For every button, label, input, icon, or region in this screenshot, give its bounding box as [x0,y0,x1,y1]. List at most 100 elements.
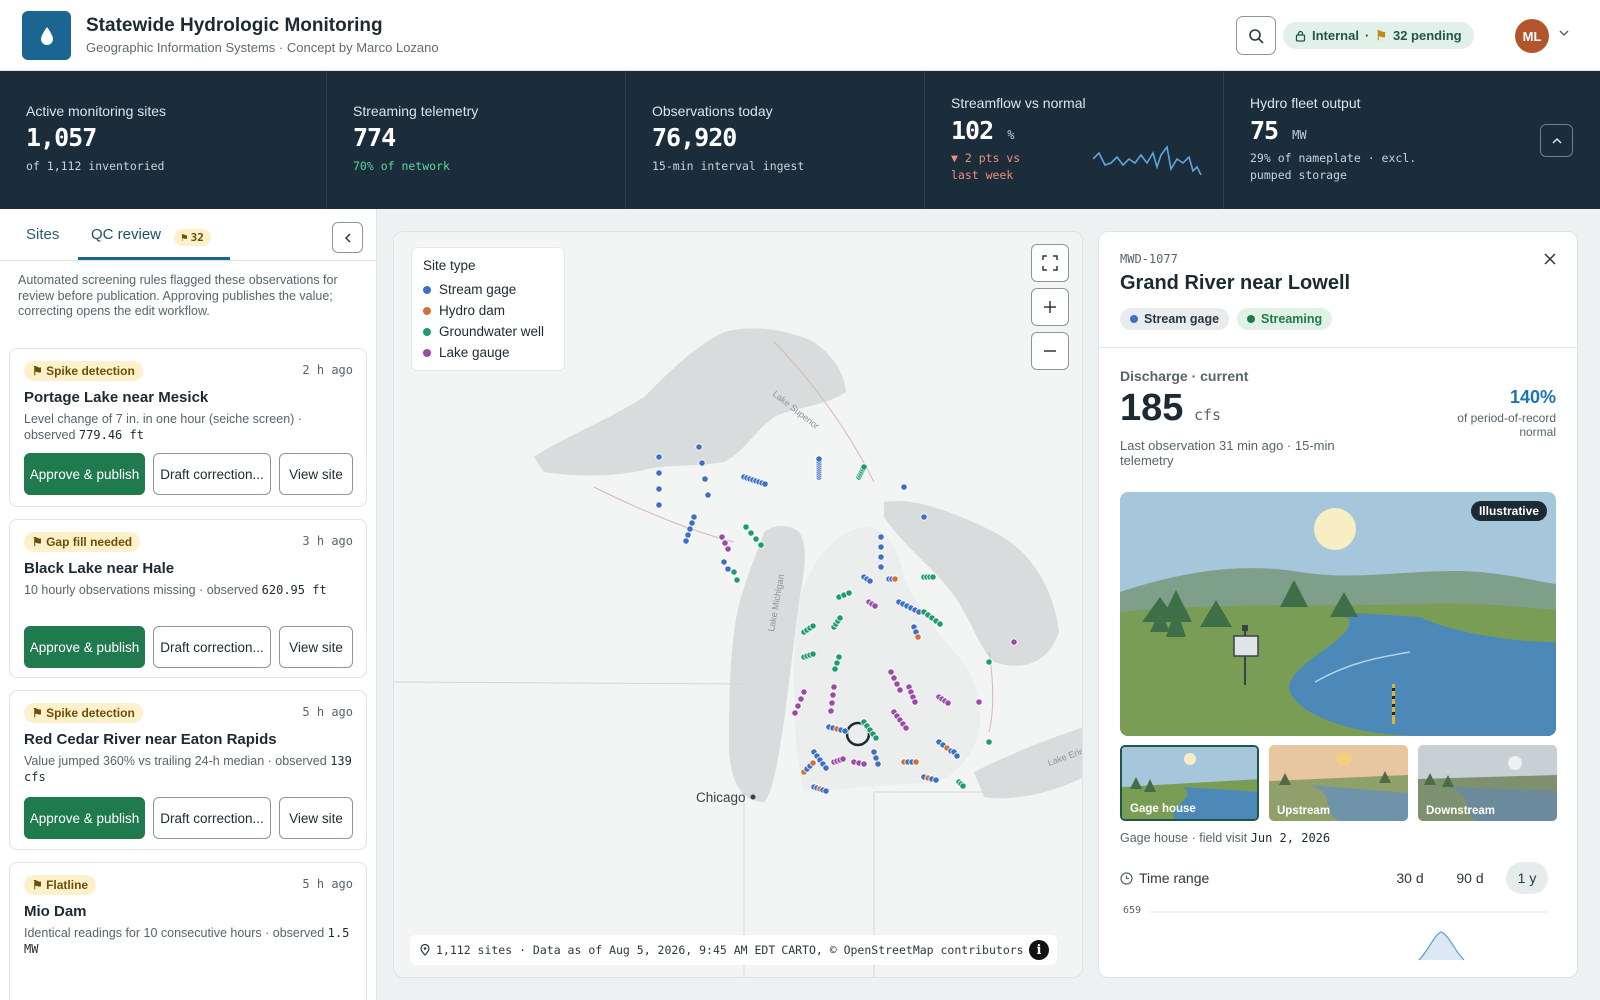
site-marker[interactable] [911,698,919,706]
site-marker[interactable] [655,469,663,477]
site-marker[interactable] [757,541,765,549]
draft-correction-button[interactable]: Draft correction... [153,453,271,495]
tab-qc-review[interactable]: QC review [91,226,162,243]
site-marker[interactable] [896,686,904,694]
collapse-kpis-button[interactable] [1540,124,1573,157]
site-marker[interactable] [929,573,937,581]
site-marker[interactable] [975,698,983,706]
site-marker[interactable] [688,519,696,527]
site-marker[interactable] [704,491,712,499]
thumb-gage-house[interactable]: Gage house [1120,745,1259,821]
site-marker[interactable] [686,525,694,533]
selected-site-ring[interactable] [845,721,871,747]
site-marker[interactable] [742,523,750,531]
site-marker[interactable] [830,683,838,691]
site-marker[interactable] [870,748,878,756]
site-marker[interactable] [914,633,922,641]
site-marker[interactable] [841,727,849,735]
draft-correction-button[interactable]: Draft correction... [153,626,271,668]
site-marker[interactable] [721,539,729,547]
site-marker[interactable] [872,734,880,742]
site-marker[interactable] [695,443,703,451]
site-marker[interactable] [655,453,663,461]
site-marker[interactable] [877,533,885,541]
site-marker[interactable] [900,483,908,491]
site-marker[interactable] [893,680,901,688]
site-marker[interactable] [932,776,940,784]
site-marker[interactable] [835,653,843,661]
site-marker[interactable] [936,620,944,628]
site-marker[interactable] [809,650,817,658]
draft-correction-button[interactable]: Draft correction... [153,797,271,839]
site-marker[interactable] [797,695,805,703]
site-marker[interactable] [690,513,698,521]
approve-publish-button[interactable]: Approve & publish [24,797,145,839]
close-icon[interactable] [1544,252,1556,270]
site-marker[interactable] [701,475,709,483]
site-marker[interactable] [829,691,837,699]
site-marker[interactable] [718,533,726,541]
site-marker[interactable] [944,699,952,707]
site-marker[interactable] [815,455,823,463]
site-marker[interactable] [874,760,882,768]
site-marker[interactable] [1010,638,1018,646]
site-marker[interactable] [733,576,741,584]
site-marker[interactable] [877,543,885,551]
site-marker[interactable] [845,589,853,597]
site-marker[interactable] [724,565,732,573]
user-avatar[interactable]: ML [1515,19,1549,53]
site-marker[interactable] [959,782,967,790]
site-marker[interactable] [920,513,928,521]
site-marker[interactable] [872,754,880,762]
fullscreen-button[interactable] [1031,244,1069,282]
site-marker[interactable] [985,738,993,746]
view-site-button[interactable]: View site [279,797,353,839]
zoom-out-button[interactable] [1031,332,1069,370]
site-marker[interactable] [655,485,663,493]
thumb-downstream[interactable]: Downstream [1418,745,1557,821]
site-marker[interactable] [800,688,808,696]
site-marker[interactable] [752,535,760,543]
site-marker[interactable] [684,531,692,539]
site-marker[interactable] [866,577,874,585]
site-marker[interactable] [891,575,899,583]
site-marker[interactable] [698,459,706,467]
site-marker[interactable] [724,545,732,553]
approve-publish-button[interactable]: Approve & publish [24,626,145,668]
site-marker[interactable] [877,563,885,571]
thumb-upstream[interactable]: Upstream [1269,745,1408,821]
site-marker[interactable] [912,758,920,766]
site-marker[interactable] [747,529,755,537]
site-marker[interactable] [822,764,830,772]
site-marker[interactable] [720,558,728,566]
site-marker[interactable] [902,724,910,732]
search-button[interactable] [1236,16,1276,55]
site-marker[interactable] [953,752,961,760]
site-marker[interactable] [828,699,836,707]
site-marker[interactable] [890,674,898,682]
tab-sites[interactable]: Sites [26,226,60,243]
view-site-button[interactable]: View site [279,626,353,668]
site-marker[interactable] [831,665,839,673]
site-marker[interactable] [809,759,817,767]
site-marker[interactable] [833,659,841,667]
view-site-button[interactable]: View site [279,453,353,495]
site-marker[interactable] [827,707,835,715]
collapse-panel-button[interactable] [332,222,363,253]
site-marker[interactable] [809,622,817,630]
site-marker[interactable] [887,668,895,676]
site-marker[interactable] [791,709,799,717]
site-marker[interactable] [730,568,738,576]
status-pill[interactable]: Internal · ⚑ 32 pending [1283,22,1474,49]
range-30d-button[interactable]: 30 d [1396,870,1424,886]
zoom-in-button[interactable] [1031,288,1069,326]
site-marker[interactable] [682,537,690,545]
info-icon[interactable]: i [1029,940,1049,960]
site-marker[interactable] [822,787,830,795]
site-marker[interactable] [985,658,993,666]
site-marker[interactable] [655,501,663,509]
site-marker[interactable] [836,614,844,622]
site-map[interactable]: Lake Superior Lake Michigan Lake Erie Ch… [393,231,1083,978]
site-marker[interactable] [860,463,868,471]
approve-publish-button[interactable]: Approve & publish [24,453,145,495]
